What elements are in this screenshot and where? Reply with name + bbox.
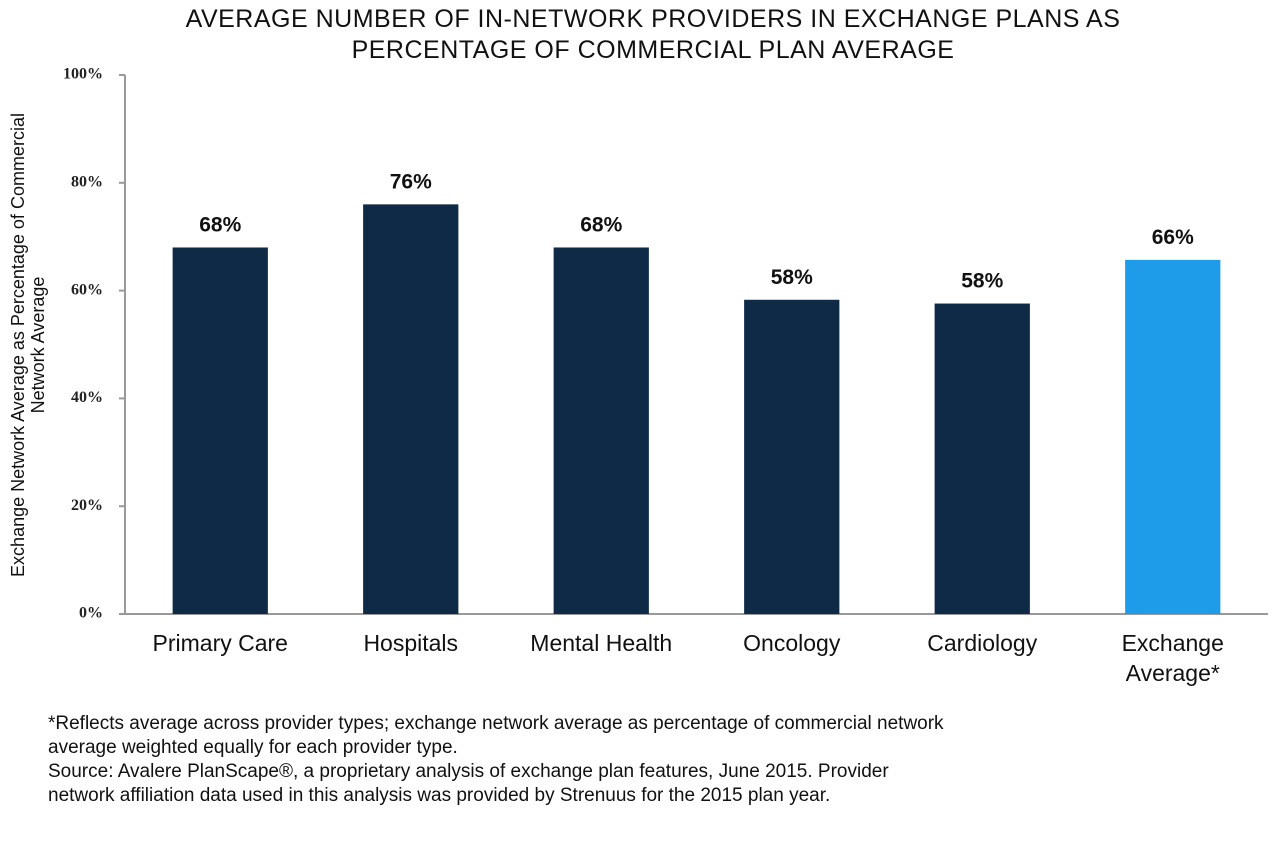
bar xyxy=(934,303,1030,614)
y-tick-label: 40% xyxy=(71,389,103,406)
value-label: 58% xyxy=(961,270,1003,293)
x-tick-label: Cardiology xyxy=(927,630,1038,656)
bar xyxy=(553,247,649,615)
x-tick-label: Primary Care xyxy=(152,630,288,656)
bar xyxy=(172,247,268,615)
y-tick-label: 100% xyxy=(63,66,103,83)
bar xyxy=(1125,259,1221,614)
y-tick-label: 60% xyxy=(71,281,103,298)
y-tick-label: 80% xyxy=(71,173,103,190)
x-tick-label: Mental Health xyxy=(530,630,673,656)
source: Source: Avalere PlanScape®, a proprietar… xyxy=(48,761,889,806)
x-tick-label: Hospitals xyxy=(363,630,459,656)
value-label: 68% xyxy=(580,213,622,236)
footnote: *Reflects average across provider types;… xyxy=(48,713,944,758)
notes: *Reflects average across provider types;… xyxy=(48,712,958,808)
chart-title: AVERAGE NUMBER OF IN-NETWORK PROVIDERS I… xyxy=(185,5,1121,64)
value-label: 58% xyxy=(771,266,813,289)
value-label: 76% xyxy=(390,170,432,193)
y-tick-label: 20% xyxy=(71,497,103,514)
x-tick-label: Exchange Average* xyxy=(1121,630,1224,686)
bar xyxy=(744,299,840,614)
bar xyxy=(363,204,459,615)
value-label: 66% xyxy=(1152,226,1194,249)
y-tick-label: 0% xyxy=(79,605,103,622)
x-tick-label: Oncology xyxy=(743,630,841,656)
value-label: 68% xyxy=(199,213,241,236)
